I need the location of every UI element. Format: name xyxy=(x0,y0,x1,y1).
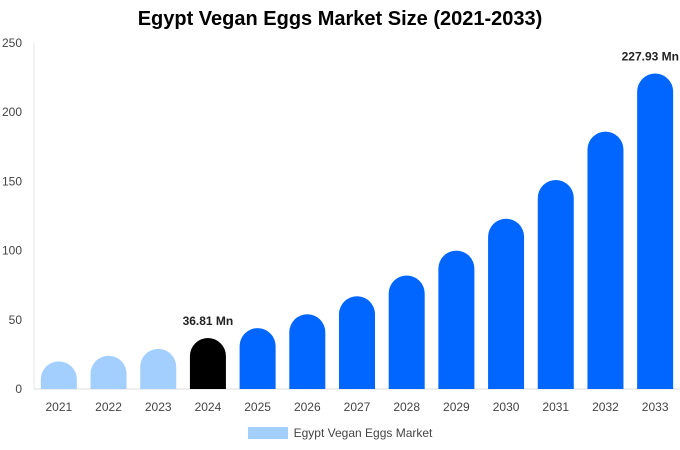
bar xyxy=(140,348,177,389)
x-tick-label: 2032 xyxy=(592,400,619,414)
y-tick-label: 50 xyxy=(9,313,23,327)
x-tick-label: 2025 xyxy=(244,400,271,414)
bar xyxy=(339,296,375,389)
legend-label: Egypt Vegan Eggs Market xyxy=(293,425,433,440)
x-tick-label: 2031 xyxy=(542,400,569,414)
data-label: 36.81 Mn xyxy=(183,314,234,328)
x-tick-label: 2028 xyxy=(393,400,420,414)
bar xyxy=(90,355,127,389)
y-tick-label: 150 xyxy=(2,174,22,188)
y-tick-label: 200 xyxy=(2,105,22,119)
bar xyxy=(587,131,624,390)
x-tick-label: 2026 xyxy=(294,400,321,414)
x-tick-label: 2022 xyxy=(95,400,122,414)
y-tick-label: 0 xyxy=(15,382,22,396)
chart-title: Egypt Vegan Eggs Market Size (2021-2033) xyxy=(137,8,543,30)
bar xyxy=(438,250,475,389)
x-tick-label: 2024 xyxy=(195,400,222,414)
bar xyxy=(289,314,326,389)
legend-swatch xyxy=(247,426,288,439)
y-tick-label: 100 xyxy=(2,244,22,258)
data-label: 227.93 Mn xyxy=(622,50,679,64)
bar xyxy=(388,275,425,389)
y-tick-label: 250 xyxy=(2,36,22,50)
bar xyxy=(537,180,574,389)
bar xyxy=(488,218,525,389)
bar xyxy=(239,328,276,389)
x-tick-label: 2023 xyxy=(145,400,172,414)
bar xyxy=(637,73,674,389)
x-tick-label: 2021 xyxy=(45,400,72,414)
bar xyxy=(189,338,226,389)
x-tick-label: 2033 xyxy=(642,400,669,414)
bar xyxy=(40,361,77,389)
legend: Egypt Vegan Eggs Market xyxy=(0,425,680,440)
x-tick-label: 2030 xyxy=(493,400,520,414)
x-tick-label: 2029 xyxy=(443,400,470,414)
x-tick-label: 2027 xyxy=(344,400,371,414)
